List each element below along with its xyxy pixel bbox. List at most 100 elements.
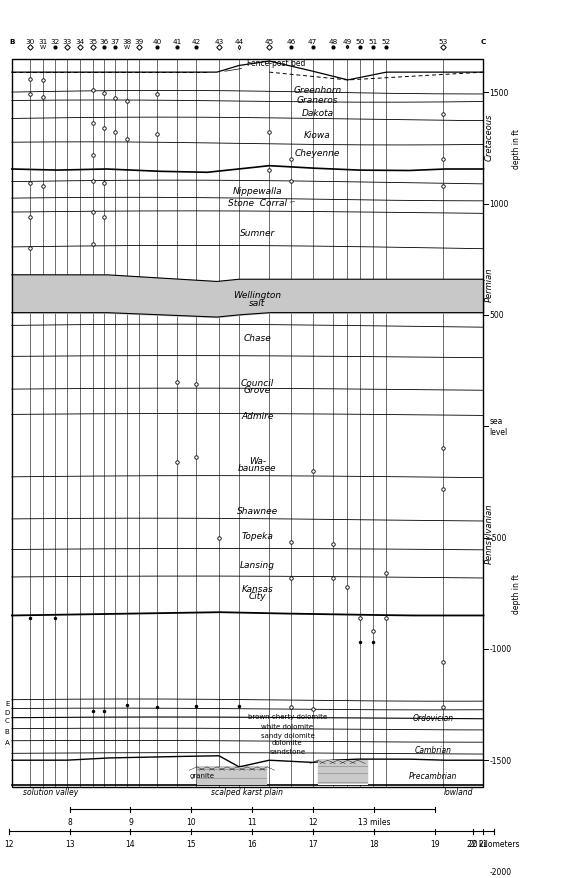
Text: C: C [481, 39, 486, 45]
Text: Cambrian: Cambrian [414, 745, 452, 753]
Text: 46: 46 [287, 39, 296, 45]
Text: 44: 44 [235, 39, 244, 45]
Text: lowland: lowland [443, 787, 473, 796]
Text: -2000: -2000 [490, 867, 512, 876]
Text: 37: 37 [110, 39, 120, 45]
Text: 13: 13 [65, 839, 75, 848]
Text: E: E [5, 701, 9, 707]
Text: 38: 38 [123, 39, 132, 45]
Text: -1000: -1000 [490, 644, 512, 653]
Text: depth in ft: depth in ft [512, 129, 521, 169]
Text: 51: 51 [368, 39, 377, 45]
Text: 48: 48 [328, 39, 338, 45]
Text: Precambrian: Precambrian [409, 772, 457, 781]
Text: sea
level: sea level [490, 417, 508, 436]
Text: Graneros: Graneros [297, 97, 338, 105]
Text: 53: 53 [439, 39, 448, 45]
Text: Cretaceous: Cretaceous [485, 114, 494, 162]
Text: brown cherty dolomite: brown cherty dolomite [248, 713, 327, 719]
Text: Topeka: Topeka [241, 531, 273, 540]
Text: 30: 30 [25, 39, 35, 45]
Text: baunsee: baunsee [238, 464, 276, 472]
Text: 21: 21 [479, 839, 488, 848]
Text: A: A [5, 739, 9, 745]
Text: 12: 12 [308, 817, 318, 826]
Text: 41: 41 [172, 39, 181, 45]
Text: 35: 35 [88, 39, 98, 45]
Text: Kiowa: Kiowa [304, 131, 331, 140]
Text: 15: 15 [186, 839, 195, 848]
Bar [317, 760, 368, 785]
Text: 20: 20 [469, 839, 478, 848]
Text: sandy dolomite: sandy dolomite [261, 731, 314, 738]
Text: Greenhorn: Greenhorn [294, 86, 342, 96]
Text: B: B [9, 39, 14, 45]
Text: 33: 33 [62, 39, 71, 45]
Text: 500: 500 [490, 311, 504, 320]
Text: white dolomite: white dolomite [261, 723, 313, 729]
Text: Fence-post bed: Fence-post bed [225, 60, 306, 72]
Text: 14: 14 [125, 839, 135, 848]
Text: 49: 49 [343, 39, 352, 45]
Text: D: D [4, 709, 9, 716]
Text: 22 kilometers: 22 kilometers [467, 839, 520, 848]
Text: 1000: 1000 [490, 200, 509, 209]
Text: 36: 36 [100, 39, 109, 45]
Text: 42: 42 [192, 39, 201, 45]
Text: Nippewalla: Nippewalla [232, 186, 282, 196]
Text: Cheyenne: Cheyenne [295, 148, 340, 158]
Text: sandstone: sandstone [269, 748, 305, 754]
Text: 50: 50 [355, 39, 365, 45]
Text: depth in ft: depth in ft [512, 573, 521, 614]
Text: Pennsylvanian: Pennsylvanian [485, 503, 494, 564]
Bar [12, 60, 483, 787]
Text: salt: salt [249, 299, 265, 308]
Bar [197, 767, 267, 785]
Text: 13 miles: 13 miles [358, 817, 390, 826]
Text: 16: 16 [247, 839, 257, 848]
Text: 39: 39 [134, 39, 143, 45]
Text: -500: -500 [490, 534, 507, 543]
Text: 40: 40 [153, 39, 162, 45]
Text: 12: 12 [4, 839, 13, 848]
Text: 11: 11 [247, 817, 257, 826]
Text: Wellington: Wellington [233, 291, 281, 300]
Text: Grove: Grove [244, 385, 271, 394]
Text: 47: 47 [308, 39, 317, 45]
Text: 32: 32 [50, 39, 60, 45]
Text: 34: 34 [76, 39, 85, 45]
Text: Permian: Permian [485, 267, 494, 301]
Text: City: City [249, 591, 266, 601]
Text: Wa-: Wa- [249, 457, 266, 465]
Text: W: W [124, 45, 130, 50]
Text: dolomite: dolomite [272, 739, 303, 745]
Text: Ordovician: Ordovician [413, 714, 454, 723]
Text: -1500: -1500 [490, 756, 512, 765]
Text: 17: 17 [308, 839, 318, 848]
Text: Kansas: Kansas [242, 585, 273, 594]
Text: B: B [5, 728, 9, 734]
Text: 31: 31 [38, 39, 47, 45]
Text: solution valley: solution valley [24, 787, 79, 796]
Text: granite: granite [190, 772, 214, 778]
Text: C: C [5, 717, 9, 723]
Text: Stone  Corral: Stone Corral [228, 198, 287, 208]
Text: 10: 10 [186, 817, 195, 826]
Text: Shawnee: Shawnee [236, 507, 278, 515]
Text: Chase: Chase [243, 334, 271, 342]
Text: 19: 19 [430, 839, 439, 848]
Text: 18: 18 [369, 839, 379, 848]
Text: 52: 52 [382, 39, 391, 45]
Text: Lansing: Lansing [240, 560, 275, 569]
Text: Admire: Admire [241, 411, 273, 420]
Text: Dakota: Dakota [302, 109, 334, 118]
Text: 1500: 1500 [490, 89, 509, 97]
Text: scalped karst plain: scalped karst plain [211, 787, 283, 796]
Text: 9: 9 [128, 817, 133, 826]
Text: 43: 43 [214, 39, 224, 45]
Text: 8: 8 [67, 817, 72, 826]
Text: Sumner: Sumner [240, 228, 275, 238]
Text: Council: Council [240, 378, 274, 388]
Text: W: W [40, 45, 46, 50]
Text: 45: 45 [265, 39, 274, 45]
